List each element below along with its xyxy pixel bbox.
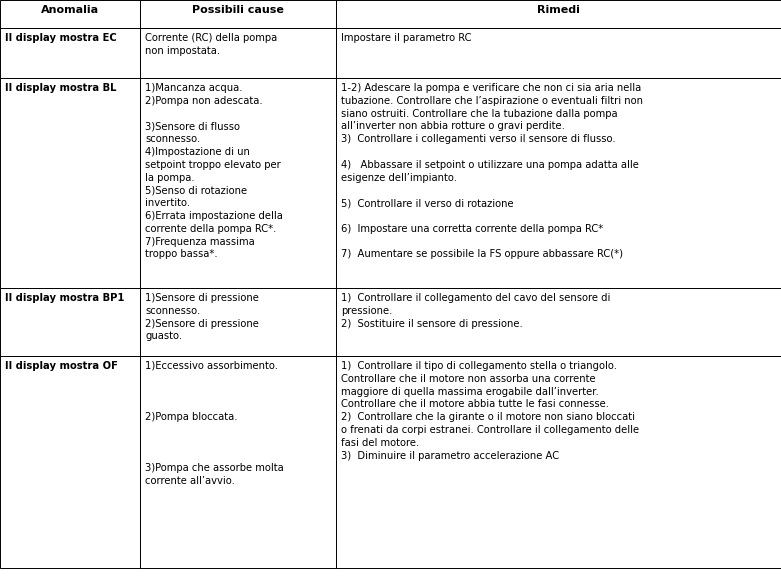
Text: Impostare il parametro RC: Impostare il parametro RC <box>341 33 472 43</box>
Bar <box>0 78 140 288</box>
Text: Il display mostra BL: Il display mostra BL <box>5 83 116 93</box>
Bar <box>140 28 336 78</box>
Text: 1)  Controllare il tipo di collegamento stella o triangolo.
Controllare che il m: 1) Controllare il tipo di collegamento s… <box>341 361 639 461</box>
Text: Il display mostra BP1: Il display mostra BP1 <box>5 293 124 303</box>
Bar <box>336 0 781 28</box>
Bar <box>140 0 336 28</box>
Text: 1-2) Adescare la pompa e verificare che non ci sia aria nella
tubazione. Control: 1-2) Adescare la pompa e verificare che … <box>341 83 643 259</box>
Bar <box>336 288 781 356</box>
Text: Il display mostra OF: Il display mostra OF <box>5 361 118 371</box>
Text: Anomalia: Anomalia <box>41 5 99 15</box>
Bar <box>140 288 336 356</box>
Text: Possibili cause: Possibili cause <box>192 5 284 15</box>
Bar <box>0 356 140 568</box>
Text: 1)Eccessivo assorbimento.



2)Pompa bloccata.



3)Pompa che assorbe molta
corr: 1)Eccessivo assorbimento. 2)Pompa blocca… <box>145 361 284 486</box>
Bar <box>0 0 140 28</box>
Bar <box>336 356 781 568</box>
Text: Rimedi: Rimedi <box>537 5 580 15</box>
Text: 1)Sensore di pressione
sconnesso.
2)Sensore di pressione
guasto.: 1)Sensore di pressione sconnesso. 2)Sens… <box>145 293 259 342</box>
Bar <box>140 78 336 288</box>
Text: 1)  Controllare il collegamento del cavo del sensore di
pressione.
2)  Sostituir: 1) Controllare il collegamento del cavo … <box>341 293 611 329</box>
Text: Corrente (RC) della pompa
non impostata.: Corrente (RC) della pompa non impostata. <box>145 33 277 56</box>
Text: 1)Mancanza acqua.
2)Pompa non adescata.

3)Sensore di flusso
sconnesso.
4)Impost: 1)Mancanza acqua. 2)Pompa non adescata. … <box>145 83 283 259</box>
Bar <box>0 288 140 356</box>
Bar <box>336 28 781 78</box>
Text: Il display mostra EC: Il display mostra EC <box>5 33 116 43</box>
Bar <box>140 356 336 568</box>
Bar <box>0 28 140 78</box>
Bar <box>336 78 781 288</box>
